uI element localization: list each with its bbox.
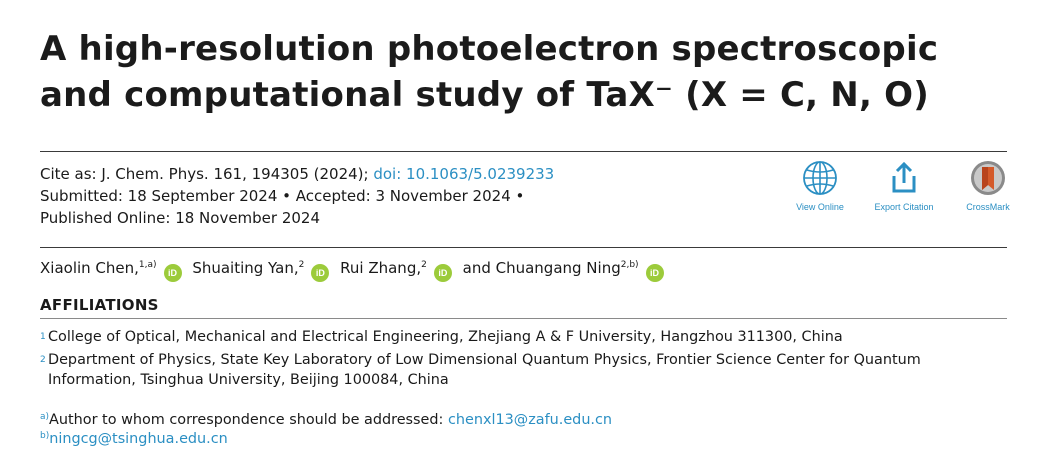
globe-icon: [803, 161, 837, 195]
author-affiliation-mark: 1,a): [138, 260, 157, 270]
citation-block: Cite as: J. Chem. Phys. 161, 194305 (202…: [40, 163, 740, 229]
correspondence-mark: b): [40, 431, 50, 441]
dates-line: Submitted: 18 September 2024 • Accepted:…: [40, 187, 525, 205]
correspondence-text: Author to whom correspondence should be …: [49, 412, 448, 428]
crossmark-icon: [971, 161, 1005, 195]
author-affiliation-mark: 2,b): [620, 260, 639, 270]
published-line: Published Online: 18 November 2024: [40, 209, 321, 227]
correspondence-b: b)ningcg@tsinghua.edu.cn: [40, 426, 228, 449]
affiliation-item: 2 Department of Physics, State Key Labora…: [40, 350, 978, 390]
affiliation-number: 2: [40, 355, 46, 365]
orcid-icon[interactable]: iD: [433, 264, 452, 282]
affiliation-text: College of Optical, Mechanical and Elect…: [48, 329, 843, 345]
email-link[interactable]: ningcg@tsinghua.edu.cn: [49, 431, 228, 447]
affiliation-number: 1: [40, 332, 46, 342]
crossmark-label: CrossMark: [966, 202, 1010, 212]
view-online-button[interactable]: View Online: [780, 160, 860, 212]
export-icon: [892, 161, 916, 193]
cite-line: Cite as: J. Chem. Phys. 161, 194305 (202…: [40, 163, 740, 185]
author-list: Xiaolin Chen,1,a)iD Shuaiting Yan,2iD Ru…: [40, 254, 1000, 282]
orcid-icon[interactable]: iD: [163, 264, 182, 282]
author-name[interactable]: Rui Zhang,: [340, 259, 422, 277]
doi-link[interactable]: doi: 10.1063/5.0239233: [373, 165, 555, 183]
affiliation-text: Department of Physics, State Key Laborat…: [48, 352, 921, 388]
author-name[interactable]: Shuaiting Yan,: [192, 259, 299, 277]
affiliations-divider: [40, 318, 1007, 319]
authors-divider: [40, 247, 1007, 248]
author-name[interactable]: Xiaolin Chen,: [40, 259, 139, 277]
export-citation-button[interactable]: Export Citation: [864, 160, 944, 212]
orcid-icon[interactable]: iD: [645, 264, 664, 282]
author-name[interactable]: and Chuangang Ning: [462, 259, 621, 277]
affiliations-heading: AFFILIATIONS: [40, 296, 159, 314]
top-divider: [40, 151, 1007, 152]
author-affiliation-mark: 2: [298, 260, 305, 270]
export-citation-label: Export Citation: [874, 202, 934, 212]
view-online-label: View Online: [796, 202, 844, 212]
article-actions: View Online Export Citation CrossMark: [780, 160, 1020, 220]
correspondence-a: a)Author to whom correspondence should b…: [40, 407, 612, 430]
cite-text: Cite as: J. Chem. Phys. 161, 194305 (202…: [40, 165, 374, 183]
article-title: A high-resolution photoelectron spectros…: [40, 29, 939, 115]
email-link[interactable]: chenxl13@zafu.edu.cn: [447, 412, 613, 428]
correspondence-mark: a): [40, 412, 50, 422]
crossmark-button[interactable]: CrossMark: [948, 160, 1028, 212]
affiliation-item: 1 College of Optical, Mechanical and Elec…: [40, 327, 978, 350]
author-affiliation-mark: 2: [421, 260, 427, 270]
orcid-icon[interactable]: iD: [311, 264, 330, 282]
